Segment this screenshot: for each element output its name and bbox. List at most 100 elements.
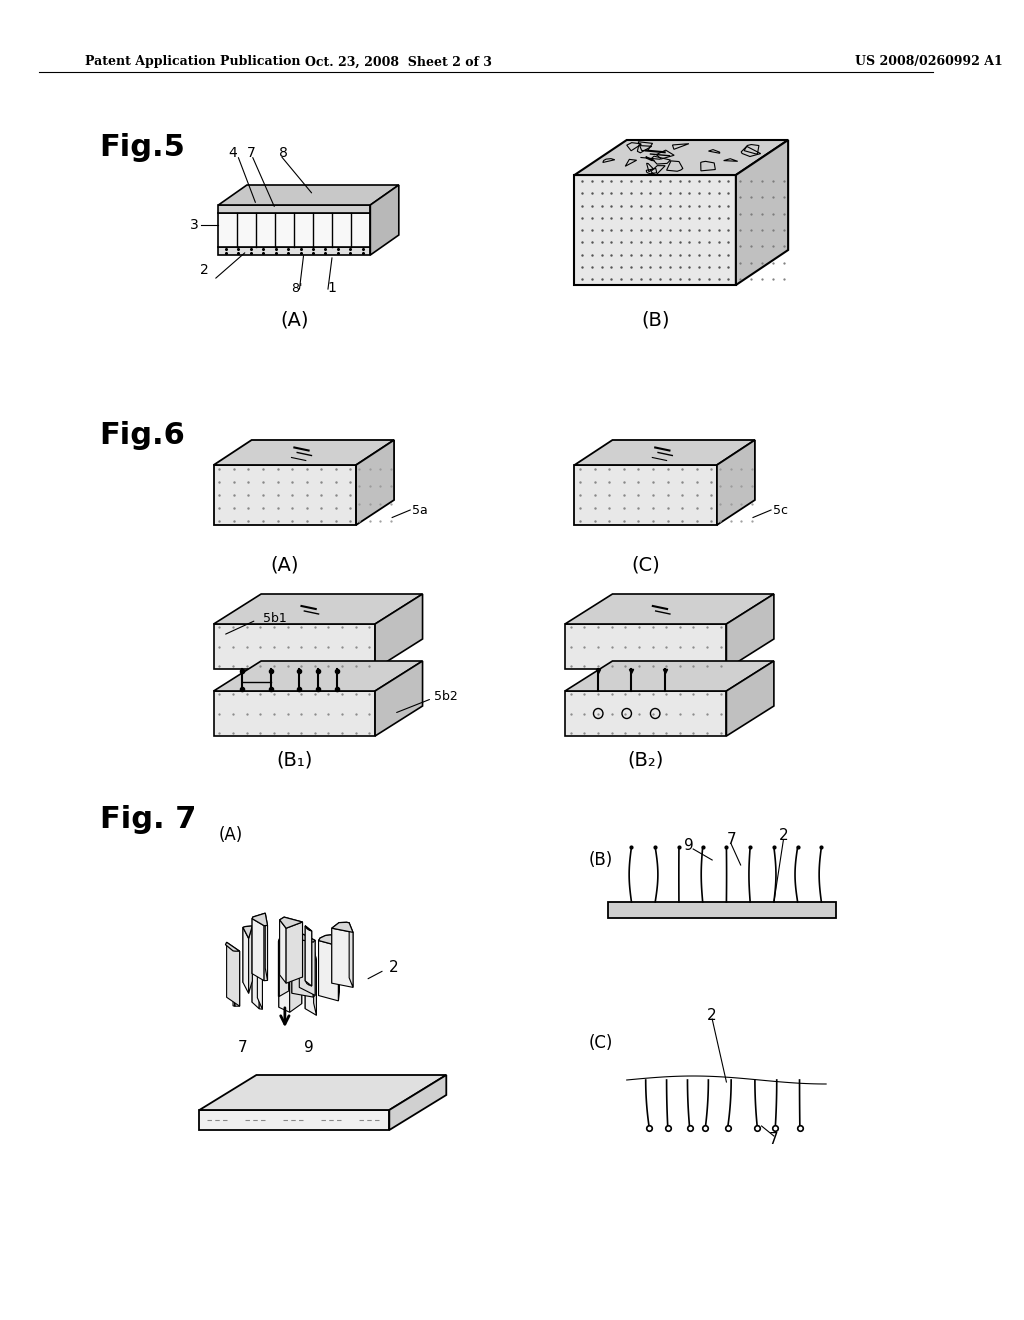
Polygon shape	[321, 936, 326, 993]
Polygon shape	[292, 932, 315, 942]
Polygon shape	[574, 140, 788, 176]
Polygon shape	[233, 950, 234, 1006]
Polygon shape	[375, 661, 423, 737]
Text: (B₁): (B₁)	[276, 751, 312, 770]
Polygon shape	[279, 945, 302, 957]
Polygon shape	[218, 247, 371, 255]
Polygon shape	[331, 935, 339, 993]
Polygon shape	[249, 925, 252, 994]
Polygon shape	[574, 440, 755, 465]
Text: Fig.6: Fig.6	[99, 421, 185, 450]
Polygon shape	[280, 920, 286, 983]
Polygon shape	[252, 944, 255, 1002]
Polygon shape	[214, 465, 356, 525]
Polygon shape	[279, 929, 283, 997]
Polygon shape	[214, 594, 423, 624]
Polygon shape	[305, 925, 307, 983]
Polygon shape	[308, 929, 311, 986]
Polygon shape	[565, 661, 774, 690]
Polygon shape	[565, 594, 774, 624]
Polygon shape	[332, 923, 353, 932]
Polygon shape	[280, 917, 284, 975]
Polygon shape	[574, 465, 717, 525]
Text: (B): (B)	[641, 310, 670, 330]
Text: 9: 9	[684, 837, 693, 853]
Polygon shape	[286, 921, 302, 983]
Polygon shape	[292, 939, 313, 997]
Polygon shape	[252, 913, 267, 925]
Polygon shape	[313, 948, 316, 1015]
Polygon shape	[305, 925, 311, 986]
Polygon shape	[214, 661, 423, 690]
Text: 2: 2	[778, 828, 788, 842]
Text: 4: 4	[228, 147, 237, 160]
Polygon shape	[375, 594, 423, 669]
Polygon shape	[200, 1074, 446, 1110]
Polygon shape	[264, 925, 267, 981]
Text: 5a: 5a	[412, 503, 428, 516]
Polygon shape	[280, 936, 289, 997]
Polygon shape	[214, 624, 375, 669]
Polygon shape	[236, 952, 240, 1006]
Polygon shape	[279, 952, 290, 1012]
Polygon shape	[252, 919, 264, 981]
Text: 8': 8'	[292, 282, 303, 294]
Text: 7: 7	[238, 1040, 247, 1056]
Polygon shape	[296, 945, 302, 1003]
Polygon shape	[293, 932, 299, 990]
Polygon shape	[214, 440, 394, 465]
Text: Fig.5: Fig.5	[99, 133, 185, 162]
Polygon shape	[326, 935, 331, 990]
Polygon shape	[332, 928, 353, 987]
Polygon shape	[246, 925, 252, 982]
Text: 7: 7	[769, 1133, 778, 1147]
Text: 7: 7	[247, 147, 256, 160]
Polygon shape	[307, 929, 308, 985]
Polygon shape	[243, 927, 246, 982]
Polygon shape	[318, 941, 339, 1001]
Polygon shape	[284, 917, 302, 977]
Polygon shape	[389, 1074, 446, 1130]
Text: Oct. 23, 2008  Sheet 2 of 3: Oct. 23, 2008 Sheet 2 of 3	[305, 55, 493, 69]
Polygon shape	[200, 1110, 389, 1130]
Polygon shape	[726, 661, 774, 737]
Polygon shape	[299, 932, 315, 995]
Text: US 2008/0260992 A1: US 2008/0260992 A1	[855, 55, 1002, 69]
Polygon shape	[346, 923, 349, 978]
Polygon shape	[736, 140, 788, 285]
Polygon shape	[574, 176, 736, 285]
Text: (A): (A)	[270, 556, 299, 574]
Polygon shape	[259, 954, 262, 1010]
Polygon shape	[305, 953, 316, 1015]
Polygon shape	[281, 945, 296, 1002]
Text: (A): (A)	[218, 826, 243, 843]
Polygon shape	[243, 928, 249, 994]
Polygon shape	[279, 929, 289, 941]
Polygon shape	[339, 923, 346, 978]
Text: (C): (C)	[632, 556, 660, 574]
Text: 2: 2	[389, 961, 399, 975]
Polygon shape	[305, 948, 316, 960]
Polygon shape	[565, 690, 726, 737]
Polygon shape	[305, 925, 311, 931]
Polygon shape	[371, 185, 398, 255]
Text: 2: 2	[200, 263, 209, 277]
Polygon shape	[565, 624, 726, 669]
Polygon shape	[252, 948, 259, 1008]
Polygon shape	[318, 939, 321, 995]
Text: 7: 7	[726, 833, 736, 847]
Text: 1: 1	[328, 281, 337, 294]
Polygon shape	[318, 935, 339, 946]
Polygon shape	[306, 948, 313, 1006]
Polygon shape	[253, 913, 265, 972]
Polygon shape	[265, 913, 267, 981]
Polygon shape	[252, 942, 262, 954]
Polygon shape	[225, 942, 240, 952]
Polygon shape	[607, 902, 836, 917]
Polygon shape	[226, 942, 240, 1006]
Polygon shape	[290, 949, 302, 1012]
Text: 5c: 5c	[773, 503, 787, 516]
Polygon shape	[313, 940, 315, 997]
Text: 5b1: 5b1	[263, 611, 288, 624]
Polygon shape	[279, 948, 281, 1007]
